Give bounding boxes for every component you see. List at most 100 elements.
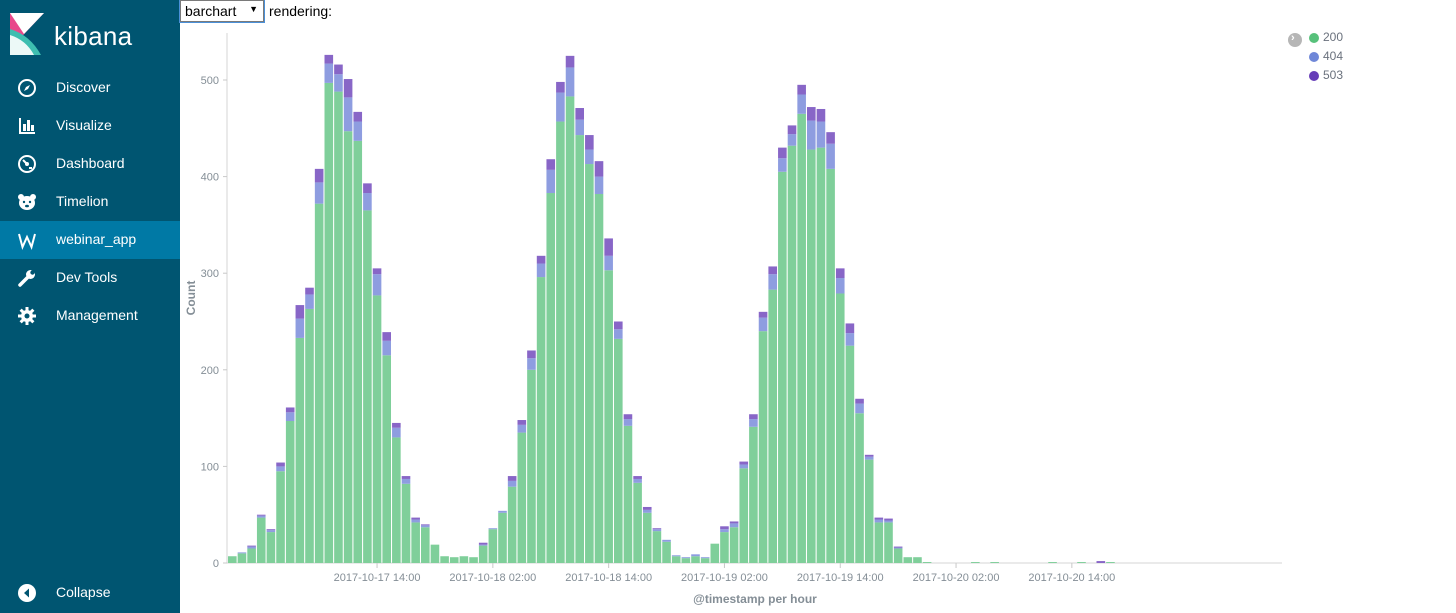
bar-segment-200 [787,145,797,564]
sidebar-item-label: Management [56,307,138,323]
bar-segment-200 [1077,562,1086,563]
chart-type-select[interactable]: barchart ▼ [179,0,265,23]
bar-segment-200 [498,512,507,563]
bar-segment-200 [990,562,999,563]
bar-segment-404 [237,552,247,554]
x-tick-label: 2017-10-18 02:00 [449,572,536,584]
bar-segment-404 [353,121,363,141]
bar-segment-503 [623,414,633,420]
bar-segment-503 [372,268,382,275]
bar-segment-200 [392,437,401,563]
collapse-button[interactable]: Collapse [0,574,180,612]
bar-segment-404 [768,274,777,290]
bar-segment-503 [720,526,729,530]
bar-segment-503 [835,268,845,279]
bar-segment-503 [324,54,334,64]
legend-dot [1309,71,1319,81]
sidebar-item-management[interactable]: Management [0,297,180,335]
bar-segment-404 [266,530,276,533]
x-tick-label: 2017-10-18 14:00 [565,572,652,584]
bar-segment-404 [565,67,575,97]
bar-segment-503 [556,81,565,93]
bar-segment-200 [758,331,768,563]
bar-segment-200 [565,96,575,563]
bar-segment-503 [855,398,864,404]
bar-segment-200 [671,556,681,563]
bar-segment-503 [614,321,623,330]
bar-segment-404 [556,92,565,122]
letter-w-icon [17,230,37,250]
bar-segment-503 [382,332,391,341]
legend-toggle-button[interactable]: › [1288,32,1302,47]
bar-segment-200 [913,557,922,563]
bar-segment-404 [517,424,527,433]
bar-segment-404 [372,274,382,296]
sidebar-item-dev-tools[interactable]: Dev Tools [0,259,180,297]
sidebar-item-label: Dashboard [56,155,125,171]
bar-segment-503 [845,323,855,334]
sidebar-item-webinar-app[interactable]: webinar_app [0,221,180,259]
bar-segment-503 [266,529,276,531]
legend-label: 503 [1323,68,1344,82]
bar-segment-503 [295,305,305,319]
bar-segment-200 [633,482,642,563]
collapse-label: Collapse [56,584,111,600]
bar-segment-200 [285,420,295,563]
bar-segment-200 [662,541,671,563]
legend-dot [1309,52,1319,62]
bar-segment-200 [334,91,343,563]
bar-segment-200 [826,168,835,563]
bar-segment-200 [874,522,884,563]
rendering-label: rendering: [269,3,333,19]
bar-segment-404 [507,480,517,487]
bar-segment-200 [749,426,758,563]
bar-segment-503 [334,64,343,75]
bar-segment-200 [739,468,749,563]
bar-segment-200 [614,338,623,563]
bar-segment-503 [285,407,295,413]
bar-segment-404 [546,169,556,194]
bar-segment-503 [546,159,556,170]
bar-segment-404 [835,278,845,294]
bar-segment-503 [594,161,604,177]
bar-segment-200 [835,293,845,563]
bar-segment-503 [421,524,430,526]
bar-segment-503 [778,147,787,159]
dashboard-gauge-icon [17,154,37,174]
bar-segment-200 [536,277,546,563]
bar-segment-200 [768,289,777,563]
bar-segment-404 [720,529,729,533]
bar-segment-200 [807,149,816,563]
kibana-logo-icon [10,13,44,55]
x-tick-label: 2017-10-20 02:00 [913,572,1000,584]
bar-segment-200 [507,486,517,563]
sidebar-item-visualize[interactable]: Visualize [0,107,180,145]
kibana-logo[interactable]: kibana [10,13,170,57]
bar-segment-503 [884,518,893,521]
compass-icon [17,78,37,98]
bar-segment-404 [382,340,391,356]
bar-segment-404 [334,74,343,92]
sidebar-item-label: Visualize [56,117,112,133]
sidebar-item-discover[interactable]: Discover [0,69,180,107]
sidebar-item-dashboard[interactable]: Dashboard [0,145,180,183]
dropdown-arrow-icon: ▼ [249,4,258,14]
bar-segment-503 [575,108,584,120]
bar-segment-503 [758,311,768,318]
bar-segment-503 [1096,561,1106,563]
bar-segment-503 [874,517,884,520]
bar-segment-503 [536,255,546,264]
bar-segment-503 [392,422,401,428]
bar-segment-404 [536,263,546,278]
sidebar-item-timelion[interactable]: Timelion [0,183,180,221]
bar-segment-404 [652,529,662,532]
bar-segment-200 [652,531,662,563]
bar-segment-200 [864,459,874,563]
bar-segment-404 [681,557,691,559]
bar-segment-200 [314,203,324,563]
bar-segment-503 [749,414,758,420]
bar-segment-200 [845,345,855,563]
x-tick-label: 2017-10-17 14:00 [334,572,421,584]
bar-segment-200 [372,295,382,563]
bar-segment-404 [671,555,681,557]
